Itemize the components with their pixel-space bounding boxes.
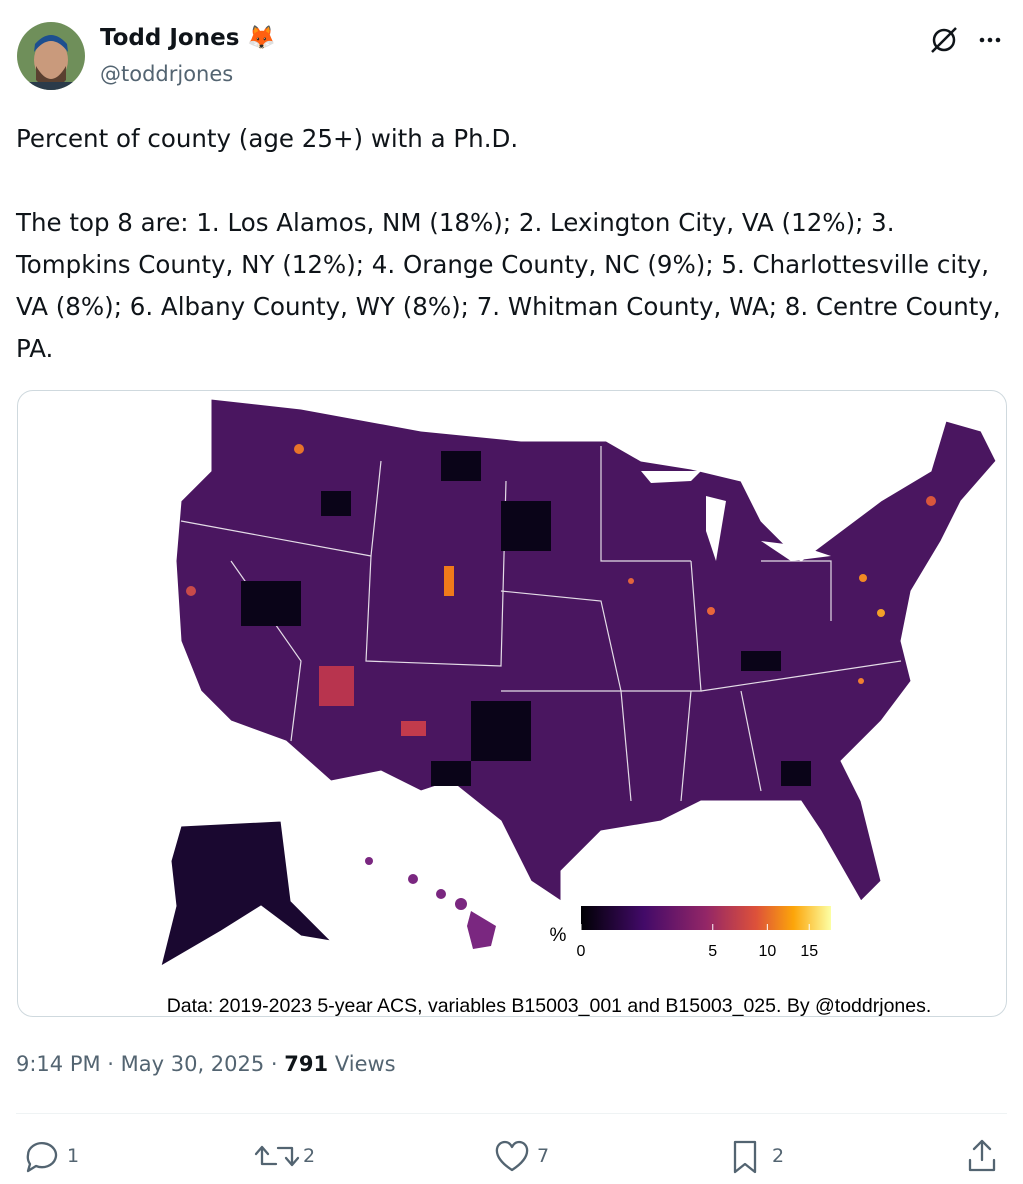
- legend-tick-label: 0: [577, 943, 586, 960]
- map-caption: Data: 2019-2023 5-year ACS, variables B1…: [167, 995, 932, 1016]
- lakes: [641, 471, 831, 561]
- post-meta: 9:14 PM · May 30, 2025 · 791 Views: [16, 1052, 396, 1076]
- bookmark-icon[interactable]: [733, 1140, 757, 1174]
- bright-counties: [186, 444, 936, 736]
- share-icon[interactable]: [968, 1139, 996, 1172]
- bookmark-count[interactable]: 2: [772, 1145, 785, 1167]
- legend-title: %: [550, 925, 567, 946]
- action-bar: [26, 1139, 996, 1174]
- reply-count[interactable]: 1: [67, 1145, 80, 1167]
- timestamp[interactable]: 9:14 PM · May 30, 2025 ·: [16, 1052, 278, 1076]
- image-card[interactable]: % 0 5 10 15 Data: 2019-2023 5-year ACS, var…: [17, 390, 1007, 1017]
- author-name[interactable]: Todd Jones 🦊: [100, 25, 277, 51]
- repost-icon[interactable]: [254, 1145, 300, 1167]
- legend-tick-label: 15: [800, 943, 818, 960]
- hawaii: [365, 857, 496, 949]
- text-paragraph: Percent of county (age 25+) with a Ph.D.: [16, 124, 519, 153]
- legend-tick-label: 10: [758, 943, 776, 960]
- legend-tick-label: 5: [708, 943, 717, 960]
- legend-gradient: [581, 906, 831, 930]
- post-text: Percent of county (age 25+) with a Ph.D.…: [16, 118, 1011, 412]
- author-handle[interactable]: @toddrjones: [100, 62, 234, 86]
- like-icon[interactable]: [495, 1140, 529, 1172]
- views-label: Views: [334, 1052, 396, 1076]
- state-borders: [180, 446, 902, 802]
- header-icons: [931, 27, 1001, 53]
- divider: [16, 1113, 1007, 1114]
- grok-icon[interactable]: [931, 27, 957, 53]
- text-paragraph: The top 8 are: 1. Los Alamos, NM (18%); …: [16, 208, 1001, 363]
- alaska: [160, 820, 333, 968]
- repost-count[interactable]: 2: [303, 1145, 316, 1167]
- view-count: 791: [284, 1052, 329, 1076]
- avatar[interactable]: [17, 22, 87, 92]
- dark-counties: [241, 451, 811, 786]
- color-legend: % 0 5 10 15: [550, 906, 831, 960]
- mainland-us: [175, 398, 997, 902]
- more-icon[interactable]: [979, 37, 1001, 43]
- map-image: % 0 5 10 15 Data: 2019-2023 5-year ACS, var…: [160, 398, 997, 1016]
- reply-icon[interactable]: [26, 1142, 58, 1173]
- like-count[interactable]: 7: [537, 1145, 550, 1167]
